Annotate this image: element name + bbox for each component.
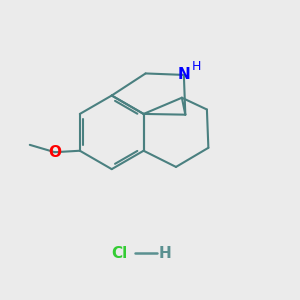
Text: Cl: Cl <box>111 246 127 261</box>
Text: O: O <box>48 145 61 160</box>
Text: N: N <box>178 68 190 82</box>
Text: H: H <box>191 60 201 73</box>
Text: H: H <box>158 246 171 261</box>
